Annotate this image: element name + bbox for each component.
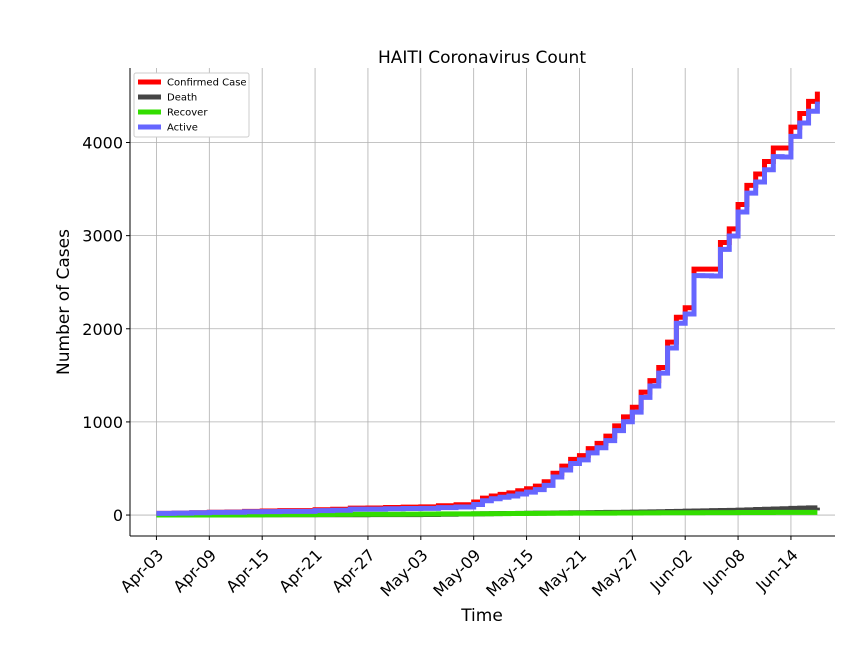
x-tick-label: Apr-03 [116, 545, 167, 596]
series-lines [156, 91, 820, 518]
legend-label: Recover [167, 108, 208, 119]
legend-label: Confirmed Case [167, 78, 247, 89]
legend: Confirmed Case Death Recover Active [133, 72, 250, 138]
y-ticks: 0 1000 2000 3000 4000 [82, 134, 130, 525]
x-axis-label: Time [460, 606, 503, 626]
x-tick-label: Apr-09 [169, 545, 220, 596]
y-tick-label: 2000 [82, 320, 123, 339]
x-tick-label: Jun-08 [699, 545, 749, 595]
series-line-confirmed-case [156, 91, 820, 516]
y-tick-label: 3000 [82, 227, 123, 246]
chart-title: HAITI Coronavirus Count [378, 48, 586, 68]
x-tick-label: Jun-02 [646, 545, 696, 595]
series-line-recover [156, 509, 818, 518]
x-tick-label: Jun-14 [751, 545, 801, 595]
series-line-active [156, 101, 820, 516]
legend-box [133, 72, 250, 138]
x-tick-label: Apr-27 [328, 545, 379, 596]
legend-label: Active [167, 123, 198, 134]
x-ticks: Apr-03 Apr-09 Apr-15 Apr-21 Apr-27May-03May-… [116, 536, 802, 601]
y-tick-label: 0 [113, 506, 123, 525]
x-tick-label: May-27 [588, 545, 643, 600]
grid [130, 68, 835, 536]
x-tick-label: May-09 [429, 545, 484, 600]
x-tick-label: Apr-21 [275, 545, 326, 596]
x-tick-label: May-21 [535, 545, 590, 600]
y-tick-label: 4000 [82, 134, 123, 153]
y-tick-label: 1000 [82, 413, 123, 432]
axes [129, 68, 835, 537]
x-tick-label: Apr-15 [222, 545, 273, 596]
legend-label: Death [167, 93, 197, 104]
x-tick-label: May-03 [377, 545, 432, 600]
x-tick-label: May-15 [482, 545, 537, 600]
y-axis-label: Number of Cases [54, 229, 74, 375]
